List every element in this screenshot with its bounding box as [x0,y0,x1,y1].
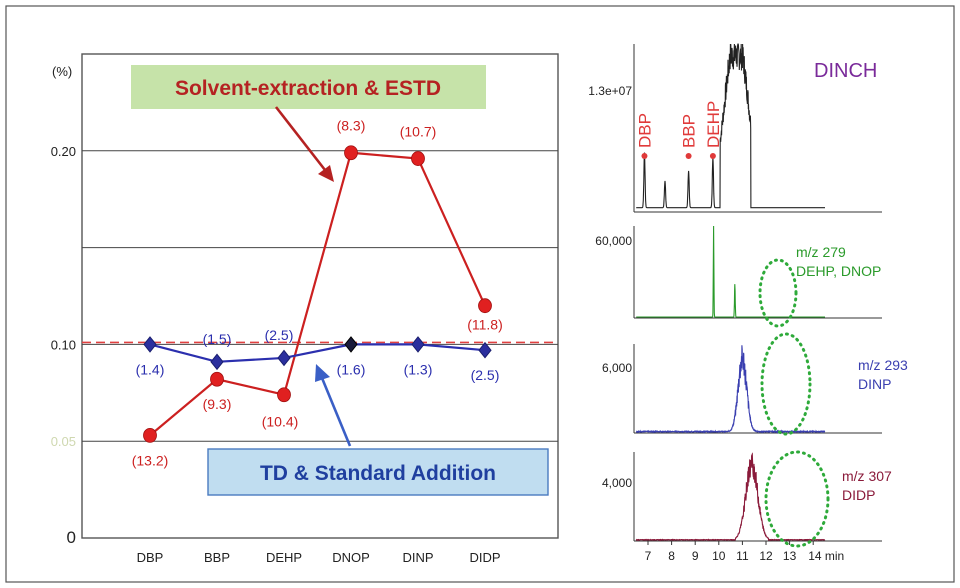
peak-marker [685,153,692,159]
x-tick-label: 11 [736,549,749,563]
y-unit-label: (%) [52,64,72,79]
panel2-ytick: 60,000 [595,234,632,248]
chromatogram-panels: 1.3e+07 60,000 6,000 4,000 DINCH m/z 279… [588,43,908,563]
trace-line-mz293 [635,345,826,434]
series-line-blue [149,343,486,363]
data-label-blue: (1.4) [136,361,165,377]
panel4-subtitle: DIDP [842,487,875,503]
peak-label: DBP [635,113,654,148]
data-label-blue: (2.5) [471,367,500,383]
legend-td-standard-addition: TD & Standard Addition [260,462,496,485]
data-point-red [478,298,492,314]
highlight-ellipse-mz307 [764,450,830,548]
trace-mz307 [635,452,826,542]
data-point-blue [210,353,224,371]
peak-marker [641,153,648,159]
trace-line-mz307 [635,452,826,542]
legend-solvent-extraction: Solvent-extraction & ESTD [175,77,441,100]
y-tick-labels: 0 0.05 0.10 0.20 [51,144,76,547]
legend-box-td-standard-addition [207,448,549,496]
data-point-red [344,145,358,161]
x-tick-label: 7 [645,549,652,563]
trace-line-dinch [636,43,825,209]
series-solvent-extraction: (13.2) (9.3) (10.4) (8.3) (10.7) (11.8) [132,118,503,469]
data-label-red: (8.3) [337,118,366,134]
x-tick-label: DNOP [332,550,370,565]
chromatogram-axes [633,44,882,542]
x-tick-label: DINP [402,550,433,565]
y-tick-label: 0 [67,528,76,547]
x-tick-label: 14 min [808,549,844,563]
x-tick-labels: DBP BBP DEHP DNOP DINP DIDP [137,550,501,565]
trace-mz279 [636,225,825,318]
data-point-red [210,371,224,387]
trace-dinch [636,43,825,209]
peak-label: BBP [680,114,699,148]
panel3-title: m/z 293 [858,357,908,373]
left-gridlines [82,150,558,442]
panel4-ytick: 4,000 [602,476,632,490]
panel1-ytick: 1.3e+07 [588,84,632,98]
peak-label: DEHP [704,101,723,148]
data-point-blue [411,336,425,353]
callout-arrow-blue [320,377,352,447]
trace-line-mz279 [636,225,825,318]
data-label-red: (11.8) [467,317,503,333]
data-point-blue [344,336,358,353]
legend-box-solvent-extraction [131,65,486,109]
x-tick-label: 12 [759,549,773,563]
panel2-subtitle: DEHP, DNOP [796,263,881,279]
highlight-ellipse-mz279 [758,258,798,328]
retention-time-ticks: 7 8 9 10 11 12 13 14 min [645,541,844,563]
data-point-red [277,387,291,403]
data-label-blue: (1.5) [203,331,232,347]
callout-arrow-red [274,106,327,171]
data-label-blue: (2.5) [265,327,294,343]
y-tick-label: 0.20 [51,144,76,159]
data-point-red [143,427,157,443]
panel3-ytick: 6,000 [602,361,632,375]
x-tick-label: 13 [783,549,797,563]
peak-marker [709,153,716,159]
highlight-ellipse-mz293 [760,332,812,436]
peak-labels: DBP BBP DEHP [635,101,723,159]
x-tick-label: 9 [692,549,699,563]
y-tick-label: 0.05 [51,434,76,449]
data-point-blue [478,341,492,359]
series-line-red [149,151,487,437]
left-plot-area [81,53,559,539]
x-tick-label: BBP [204,550,230,565]
x-tick-label: DEHP [266,550,302,565]
x-tick-label: DBP [137,550,164,565]
callout-arrowhead-blue [315,364,330,382]
series-td-standard-addition: (1.4) (1.5) (2.5) (1.6) (1.3) (2.5) [136,327,500,383]
panel3-subtitle: DINP [858,376,891,392]
data-label-red: (10.7) [400,124,437,140]
left-chart: (%) 0 0.05 0.10 0.20 DBP BBP DEHP DNOP DINP DIDP… [51,53,559,565]
y-tick-label: 0.10 [51,337,76,352]
x-tick-label: 10 [712,549,726,563]
data-point-red [411,151,425,166]
data-point-blue [277,349,291,367]
data-label-red: (13.2) [132,452,169,468]
panel1-title: DINCH [814,60,877,82]
trace-mz293 [635,345,826,434]
data-label-red: (9.3) [203,396,232,412]
x-tick-label: 8 [668,549,675,563]
data-label-red: (10.4) [262,414,299,430]
data-point-blue [143,336,157,353]
data-label-blue: (1.3) [404,361,433,377]
callout-arrowhead-red [318,165,334,182]
data-label-blue: (1.6) [337,361,366,377]
x-tick-label: DIDP [469,550,500,565]
panel4-title: m/z 307 [842,468,892,484]
panel2-title: m/z 279 [796,244,846,260]
